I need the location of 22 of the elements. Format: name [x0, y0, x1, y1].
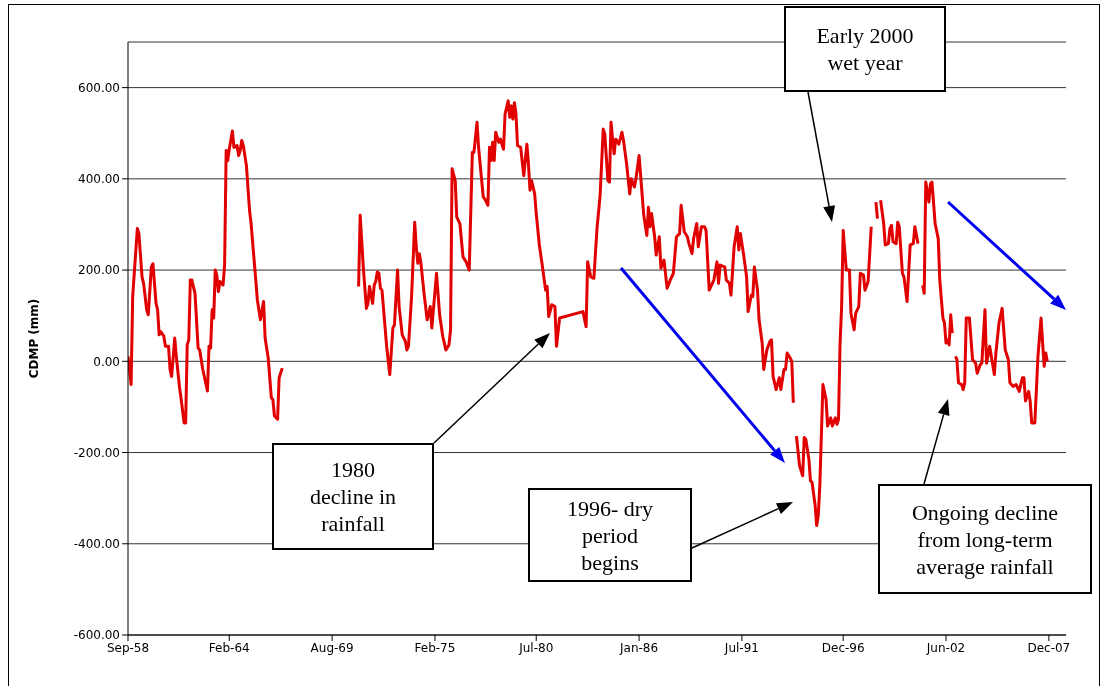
x-tick-label: Jul-80	[518, 640, 554, 655]
y-tick-label: -600.00	[73, 628, 120, 643]
y-tick-label: -200.00	[73, 445, 120, 460]
y-tick-label: 0.00	[93, 354, 120, 369]
y-tick-label: 200.00	[78, 263, 120, 278]
callout-box: 1996- dry period begins	[528, 488, 692, 582]
x-tick-label: Sep-58	[106, 640, 150, 655]
x-tick-label: Jun-02	[925, 640, 966, 655]
y-axis-title: CDMP (mm)	[27, 298, 42, 379]
y-tick-label: 600.00	[78, 80, 120, 95]
y-tick-label: 400.00	[78, 172, 120, 187]
x-tick-label: Jan-86	[619, 640, 659, 655]
x-tick-label: Aug-69	[310, 640, 354, 655]
y-tick-label: -400.00	[73, 537, 120, 552]
x-tick-label: Feb-64	[208, 640, 250, 655]
x-tick-label: Dec-96	[821, 640, 865, 655]
x-tick-label: Feb-75	[414, 640, 456, 655]
x-tick-label: Dec-07	[1027, 640, 1071, 655]
x-tick-label: Jul-91	[723, 640, 759, 655]
callout-box: Ongoing decline from long-term average rainfall	[878, 484, 1092, 594]
callout-box: 1980 decline in rainfall	[272, 443, 434, 550]
callout-box: Early 2000 wet year	[784, 6, 946, 92]
